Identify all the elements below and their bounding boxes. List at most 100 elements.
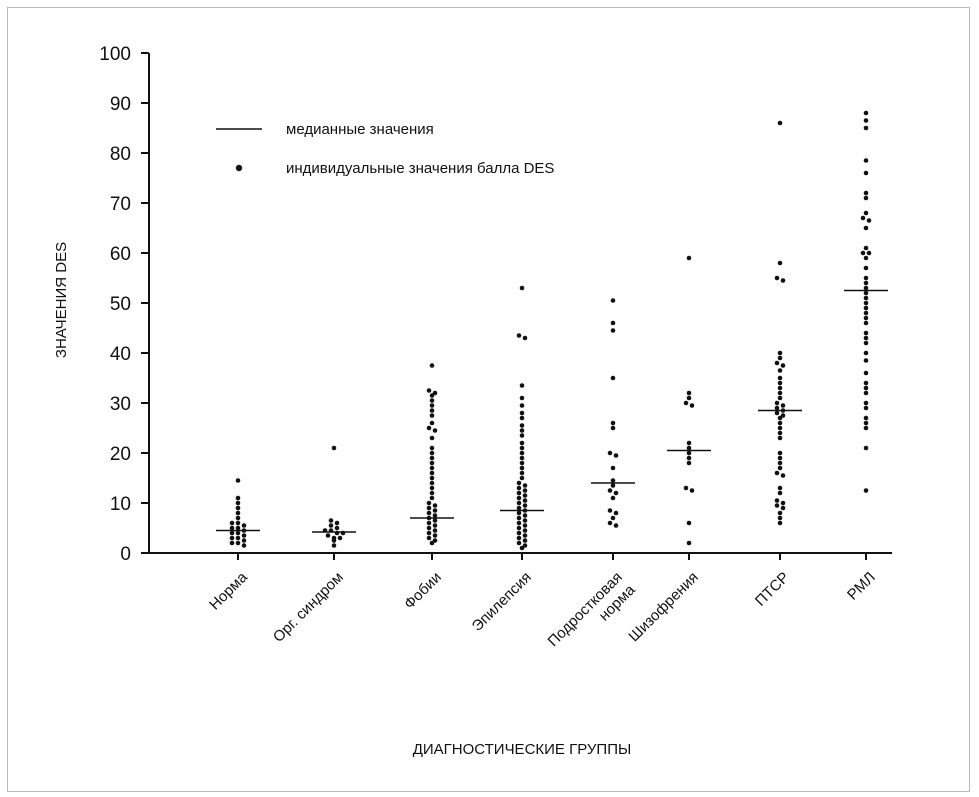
data-point xyxy=(780,500,786,506)
data-point xyxy=(863,125,869,131)
category-label: Фобии xyxy=(401,569,445,613)
data-point xyxy=(426,535,432,541)
data-point xyxy=(519,440,525,446)
data-point xyxy=(686,540,692,546)
data-point xyxy=(774,400,780,406)
data-point xyxy=(777,515,783,521)
data-point xyxy=(607,450,613,456)
data-point xyxy=(429,480,435,486)
data-point xyxy=(429,398,435,403)
data-point xyxy=(516,535,522,541)
data-point xyxy=(777,390,783,396)
data-point xyxy=(429,408,435,413)
group-0 xyxy=(216,478,260,548)
data-point xyxy=(863,445,869,451)
y-tick-label: 70 xyxy=(110,194,131,215)
data-point xyxy=(610,420,616,426)
data-point xyxy=(774,405,780,411)
x-axis: Норма Орг. синдром Фобии Эпилепсия Подростко… xyxy=(149,552,892,650)
data-point xyxy=(432,528,438,533)
chart-frame xyxy=(7,7,970,792)
data-point xyxy=(235,505,241,511)
data-point xyxy=(863,405,869,411)
data-point xyxy=(686,450,692,456)
data-point xyxy=(522,483,528,488)
data-point xyxy=(429,363,435,368)
data-point xyxy=(429,485,435,491)
data-point xyxy=(429,465,435,471)
y-tick-label: 90 xyxy=(110,94,131,115)
data-point xyxy=(519,450,525,456)
category-label: Норма xyxy=(206,568,251,613)
data-point xyxy=(519,285,525,291)
legend-points-label: индивидуальные значения балла DES xyxy=(286,160,554,177)
data-point xyxy=(777,420,783,426)
data-point xyxy=(519,433,525,438)
data-point xyxy=(519,410,525,416)
data-point xyxy=(429,475,435,481)
data-point xyxy=(429,470,435,476)
data-point xyxy=(432,503,438,508)
data-point xyxy=(863,420,869,426)
data-point xyxy=(863,400,869,406)
data-point xyxy=(610,328,616,333)
data-point xyxy=(519,415,525,421)
data-point xyxy=(863,488,869,493)
data-point xyxy=(328,518,334,523)
category-label: Орг. синдром xyxy=(270,569,347,646)
y-tick-label: 20 xyxy=(110,444,131,465)
data-point xyxy=(863,245,869,251)
data-point xyxy=(777,350,783,356)
data-point xyxy=(337,535,343,541)
data-point xyxy=(863,275,869,281)
legend-point-swatch xyxy=(235,164,243,172)
data-point xyxy=(429,460,435,466)
data-point xyxy=(686,395,692,401)
data-point xyxy=(429,450,435,456)
data-point xyxy=(863,335,869,341)
data-point xyxy=(241,533,247,538)
data-point xyxy=(863,340,869,346)
data-point xyxy=(777,355,783,361)
legend: медианные значения индивидуальные значен… xyxy=(216,121,554,177)
group-2 xyxy=(410,363,454,546)
data-point xyxy=(516,510,522,516)
data-point xyxy=(863,415,869,421)
data-point xyxy=(863,158,869,163)
data-point xyxy=(686,440,692,446)
group-3 xyxy=(500,285,544,551)
data-point xyxy=(610,320,616,326)
data-point xyxy=(610,298,616,303)
data-point xyxy=(235,520,241,526)
data-point xyxy=(686,445,692,451)
data-point xyxy=(235,535,241,541)
y-axis: 0 10 20 30 40 50 60 70 80 90 100 xyxy=(99,44,150,565)
data-point xyxy=(863,320,869,326)
data-point xyxy=(780,363,786,368)
data-point xyxy=(777,395,783,401)
data-point xyxy=(426,500,432,506)
data-point xyxy=(426,525,432,531)
data-point xyxy=(863,265,869,271)
data-point xyxy=(689,403,695,408)
data-point xyxy=(863,358,869,363)
data-point xyxy=(863,285,869,291)
y-tick-label: 10 xyxy=(110,494,131,515)
data-point xyxy=(863,290,869,296)
data-point xyxy=(774,275,780,281)
data-point xyxy=(774,470,780,476)
data-point xyxy=(429,435,435,441)
data-point xyxy=(863,170,869,176)
data-point xyxy=(683,400,689,406)
data-point xyxy=(328,523,334,528)
data-point xyxy=(863,195,869,201)
data-point xyxy=(686,520,692,526)
data-point xyxy=(607,508,613,513)
data-point xyxy=(241,538,247,543)
data-point xyxy=(860,250,866,256)
data-point xyxy=(777,375,783,381)
data-point xyxy=(432,513,438,518)
data-point xyxy=(516,515,522,521)
data-point xyxy=(777,460,783,466)
data-point xyxy=(429,495,435,501)
